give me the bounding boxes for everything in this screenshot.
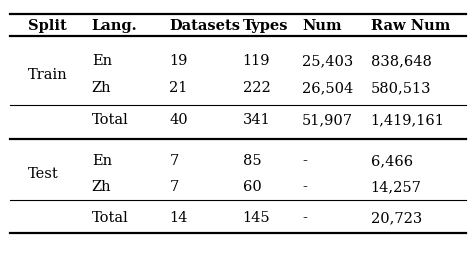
Text: Total: Total — [92, 211, 129, 225]
Text: -: - — [302, 211, 307, 225]
Text: -: - — [302, 154, 307, 168]
Text: Num: Num — [302, 19, 341, 33]
Text: 14: 14 — [169, 211, 188, 225]
Text: 14,257: 14,257 — [370, 180, 421, 194]
Text: Test: Test — [28, 167, 59, 181]
Text: 26,504: 26,504 — [302, 81, 353, 95]
Text: Datasets: Datasets — [169, 19, 240, 33]
Text: 580,513: 580,513 — [370, 81, 431, 95]
Text: En: En — [92, 154, 112, 168]
Text: 7: 7 — [169, 180, 178, 194]
Text: Total: Total — [92, 113, 129, 127]
Text: 119: 119 — [243, 54, 270, 68]
Text: 19: 19 — [169, 54, 188, 68]
Text: 51,907: 51,907 — [302, 113, 353, 127]
Text: 145: 145 — [243, 211, 270, 225]
Text: 60: 60 — [243, 180, 261, 194]
Text: Lang.: Lang. — [92, 19, 138, 33]
Text: 838,648: 838,648 — [370, 54, 431, 68]
Text: Zh: Zh — [92, 180, 111, 194]
Text: 85: 85 — [243, 154, 261, 168]
Text: 25,403: 25,403 — [302, 54, 353, 68]
Text: 222: 222 — [243, 81, 270, 95]
Text: 40: 40 — [169, 113, 188, 127]
Text: Raw Num: Raw Num — [370, 19, 450, 33]
Text: 341: 341 — [243, 113, 270, 127]
Text: 7: 7 — [169, 154, 178, 168]
Text: 1,419,161: 1,419,161 — [370, 113, 445, 127]
Text: En: En — [92, 54, 112, 68]
Text: 6,466: 6,466 — [370, 154, 413, 168]
Text: 20,723: 20,723 — [370, 211, 422, 225]
Text: -: - — [302, 180, 307, 194]
Text: Train: Train — [28, 68, 68, 82]
Text: Types: Types — [243, 19, 288, 33]
Text: 21: 21 — [169, 81, 188, 95]
Text: Zh: Zh — [92, 81, 111, 95]
Text: Split: Split — [28, 19, 67, 33]
